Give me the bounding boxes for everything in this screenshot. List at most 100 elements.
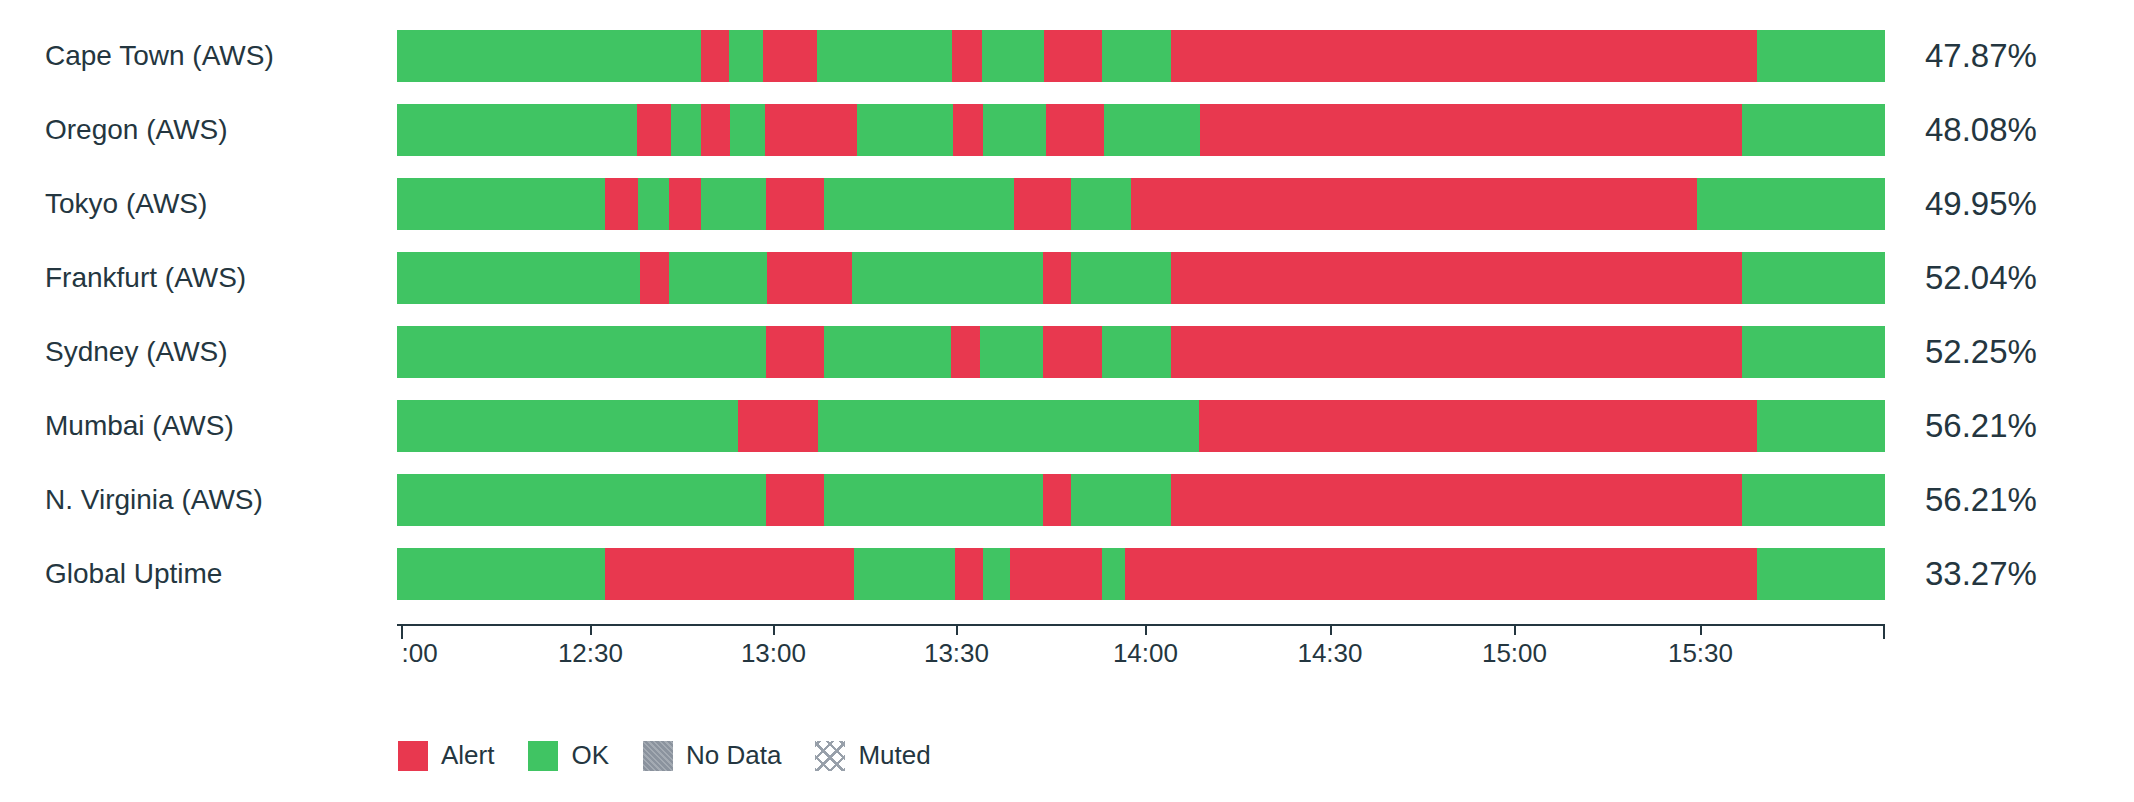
status-segment-alert[interactable] — [1200, 104, 1742, 156]
chart-row: Sydney (AWS)52.25% — [0, 326, 2134, 378]
status-segment-ok[interactable] — [1757, 30, 1885, 82]
status-segment-ok[interactable] — [1742, 474, 1885, 526]
status-segment-ok[interactable] — [1697, 178, 1884, 230]
status-segment-alert[interactable] — [605, 548, 853, 600]
status-segment-ok[interactable] — [669, 252, 767, 304]
status-bar — [397, 326, 1885, 378]
status-segment-alert[interactable] — [637, 104, 671, 156]
status-segment-ok[interactable] — [397, 30, 701, 82]
status-bar — [397, 30, 1885, 82]
uptime-percent: 56.21% — [1885, 481, 2037, 519]
status-segment-alert[interactable] — [1044, 30, 1102, 82]
axis-tick-label: 13:30 — [924, 638, 989, 669]
row-label: Tokyo (AWS) — [0, 178, 397, 230]
status-segment-ok[interactable] — [701, 178, 766, 230]
status-segment-ok[interactable] — [1071, 178, 1131, 230]
status-segment-ok[interactable] — [397, 252, 640, 304]
status-segment-alert[interactable] — [767, 252, 852, 304]
status-segment-alert[interactable] — [1125, 548, 1757, 600]
status-segment-ok[interactable] — [1102, 326, 1170, 378]
status-segment-ok[interactable] — [817, 30, 952, 82]
status-segment-ok[interactable] — [824, 326, 950, 378]
status-segment-ok[interactable] — [980, 326, 1042, 378]
status-segment-ok[interactable] — [857, 104, 954, 156]
row-label: N. Virginia (AWS) — [0, 474, 397, 526]
status-segment-alert[interactable] — [766, 326, 824, 378]
status-segment-alert[interactable] — [952, 30, 982, 82]
status-segment-alert[interactable] — [1043, 474, 1071, 526]
status-segment-alert[interactable] — [701, 104, 731, 156]
status-segment-ok[interactable] — [824, 474, 1043, 526]
status-segment-alert[interactable] — [605, 178, 638, 230]
status-segment-ok[interactable] — [397, 178, 605, 230]
axis-tick — [1145, 626, 1147, 635]
status-segment-ok[interactable] — [982, 30, 1044, 82]
axis-tick-label: 14:30 — [1297, 638, 1362, 669]
status-segment-alert[interactable] — [1010, 548, 1102, 600]
status-segment-ok[interactable] — [854, 548, 955, 600]
legend-item-no_data[interactable]: No Data — [643, 740, 781, 771]
status-segment-alert[interactable] — [1046, 104, 1104, 156]
axis-tick-label: 15:00 — [1482, 638, 1547, 669]
status-segment-ok[interactable] — [397, 326, 766, 378]
status-segment-alert[interactable] — [1171, 30, 1757, 82]
status-segment-alert[interactable] — [1043, 252, 1071, 304]
status-segment-alert[interactable] — [1171, 252, 1742, 304]
status-segment-ok[interactable] — [1757, 400, 1885, 452]
status-segment-ok[interactable] — [397, 474, 766, 526]
axis-tick-label: 13:00 — [741, 638, 806, 669]
status-segment-alert[interactable] — [766, 474, 824, 526]
status-segment-ok[interactable] — [397, 400, 738, 452]
chart-row: Global Uptime33.27% — [0, 548, 2134, 600]
status-segment-ok[interactable] — [397, 104, 637, 156]
status-segment-ok[interactable] — [671, 104, 701, 156]
status-segment-alert[interactable] — [1171, 326, 1742, 378]
status-segment-ok[interactable] — [1102, 548, 1124, 600]
legend-label: No Data — [686, 740, 781, 771]
status-segment-ok[interactable] — [1104, 104, 1201, 156]
status-segment-ok[interactable] — [1102, 30, 1170, 82]
status-segment-ok[interactable] — [1071, 474, 1171, 526]
chart-row: Mumbai (AWS)56.21% — [0, 400, 2134, 452]
status-segment-ok[interactable] — [1757, 548, 1885, 600]
status-segment-ok[interactable] — [818, 400, 1199, 452]
status-segment-alert[interactable] — [955, 548, 983, 600]
status-segment-alert[interactable] — [701, 30, 729, 82]
status-segment-ok[interactable] — [1742, 326, 1885, 378]
uptime-percent: 52.04% — [1885, 259, 2037, 297]
muted-swatch-icon — [815, 741, 845, 771]
status-segment-ok[interactable] — [1742, 252, 1885, 304]
status-segment-alert[interactable] — [766, 178, 824, 230]
status-segment-ok[interactable] — [983, 548, 1010, 600]
status-segment-ok[interactable] — [983, 104, 1045, 156]
status-segment-alert[interactable] — [1131, 178, 1698, 230]
legend-item-alert[interactable]: Alert — [398, 740, 494, 771]
status-segment-alert[interactable] — [763, 30, 817, 82]
status-segment-ok[interactable] — [1742, 104, 1885, 156]
status-segment-alert[interactable] — [765, 104, 857, 156]
status-segment-alert[interactable] — [1043, 326, 1103, 378]
legend-label: Muted — [858, 740, 930, 771]
status-bar — [397, 548, 1885, 600]
chart-row: Cape Town (AWS)47.87% — [0, 30, 2134, 82]
status-segment-alert[interactable] — [951, 326, 981, 378]
status-segment-ok[interactable] — [729, 30, 763, 82]
status-segment-alert[interactable] — [1199, 400, 1757, 452]
status-segment-ok[interactable] — [638, 178, 669, 230]
chart-rows: Cape Town (AWS)47.87%Oregon (AWS)48.08%T… — [0, 0, 2134, 600]
status-segment-ok[interactable] — [730, 104, 764, 156]
status-segment-alert[interactable] — [669, 178, 700, 230]
status-segment-alert[interactable] — [1171, 474, 1742, 526]
legend-item-ok[interactable]: OK — [528, 740, 609, 771]
status-segment-alert[interactable] — [953, 104, 983, 156]
status-segment-alert[interactable] — [738, 400, 818, 452]
legend-item-muted[interactable]: Muted — [815, 740, 930, 771]
uptime-percent: 52.25% — [1885, 333, 2037, 371]
status-segment-ok[interactable] — [852, 252, 1042, 304]
status-segment-ok[interactable] — [1071, 252, 1171, 304]
status-segment-alert[interactable] — [1014, 178, 1071, 230]
axis-tick — [1330, 626, 1332, 635]
status-segment-alert[interactable] — [640, 252, 670, 304]
status-segment-ok[interactable] — [824, 178, 1014, 230]
status-segment-ok[interactable] — [397, 548, 605, 600]
